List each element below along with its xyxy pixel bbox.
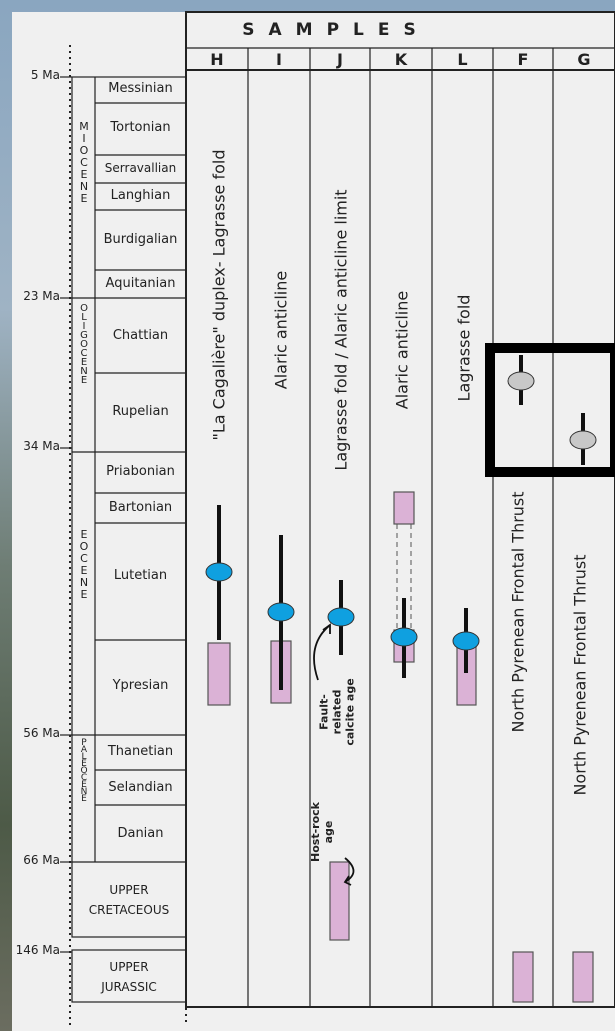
sample-label: Alaric anticline [271,270,291,390]
stage: Ypresian [112,678,169,693]
stage: Thanetian [107,744,174,759]
epoch: OLIGOCENE [78,303,90,384]
grey-ages [507,371,597,450]
annotation: Host-rock age [309,802,335,862]
age-label: 146 Ma [15,943,60,957]
sample-label: North Pyrenean Frontal Thrust [508,491,528,733]
sample-code: F [517,50,529,69]
sample-code: I [276,50,282,69]
stage: Langhian [110,188,171,203]
age-label: 23 Ma [23,289,60,303]
stage: Tortonian [110,120,171,135]
annotation: Fault-related calcite age [317,678,357,746]
epoch: MIOCENE [77,120,91,204]
sample-label: Lagrasse fold / Alaric anticline limit [331,189,351,471]
sample-code: H [210,50,224,69]
sample-label: Lagrasse fold [454,294,474,402]
stage: UPPER JURASSIC [101,960,157,994]
stage: Burdigalian [103,232,178,247]
grid [60,11,615,1025]
stage: Messinian [108,81,173,96]
sample-label: North Pyrenean Frontal Thrust [570,554,590,796]
arrows [313,623,355,886]
highlight-box [485,343,615,477]
sample-code: J [337,50,343,69]
calcite-ages [205,562,480,651]
stage: Serravallian [104,161,177,175]
age-label: 34 Ma [23,439,60,453]
stage: Rupelian [112,404,169,419]
sample-code: K [394,50,408,69]
samples-title: SAMPLES [242,20,430,40]
age-label: 56 Ma [23,726,60,740]
epoch: PALEOCENE [79,738,89,801]
sample-code: G [577,50,591,69]
stage: Chattian [112,328,169,343]
stage: Lutetian [113,568,168,583]
sample-code: L [457,50,468,69]
age-label: 5 Ma [30,68,60,82]
stage: Priabonian [106,464,175,479]
epoch: EOCENE [77,528,91,600]
stage: Aquitanian [105,276,176,291]
stage: UPPER CRETACEOUS [88,883,170,917]
age-label: 66 Ma [23,853,60,867]
stage: Danian [117,826,164,841]
sample-label: "La Cagalière" duplex- Lagrasse fold [209,149,229,441]
stage: Selandian [108,780,173,795]
host-rock-bars [207,491,594,1003]
panel [12,12,615,1031]
stage: Bartonian [108,500,173,515]
sample-label: Alaric anticline [392,290,412,410]
